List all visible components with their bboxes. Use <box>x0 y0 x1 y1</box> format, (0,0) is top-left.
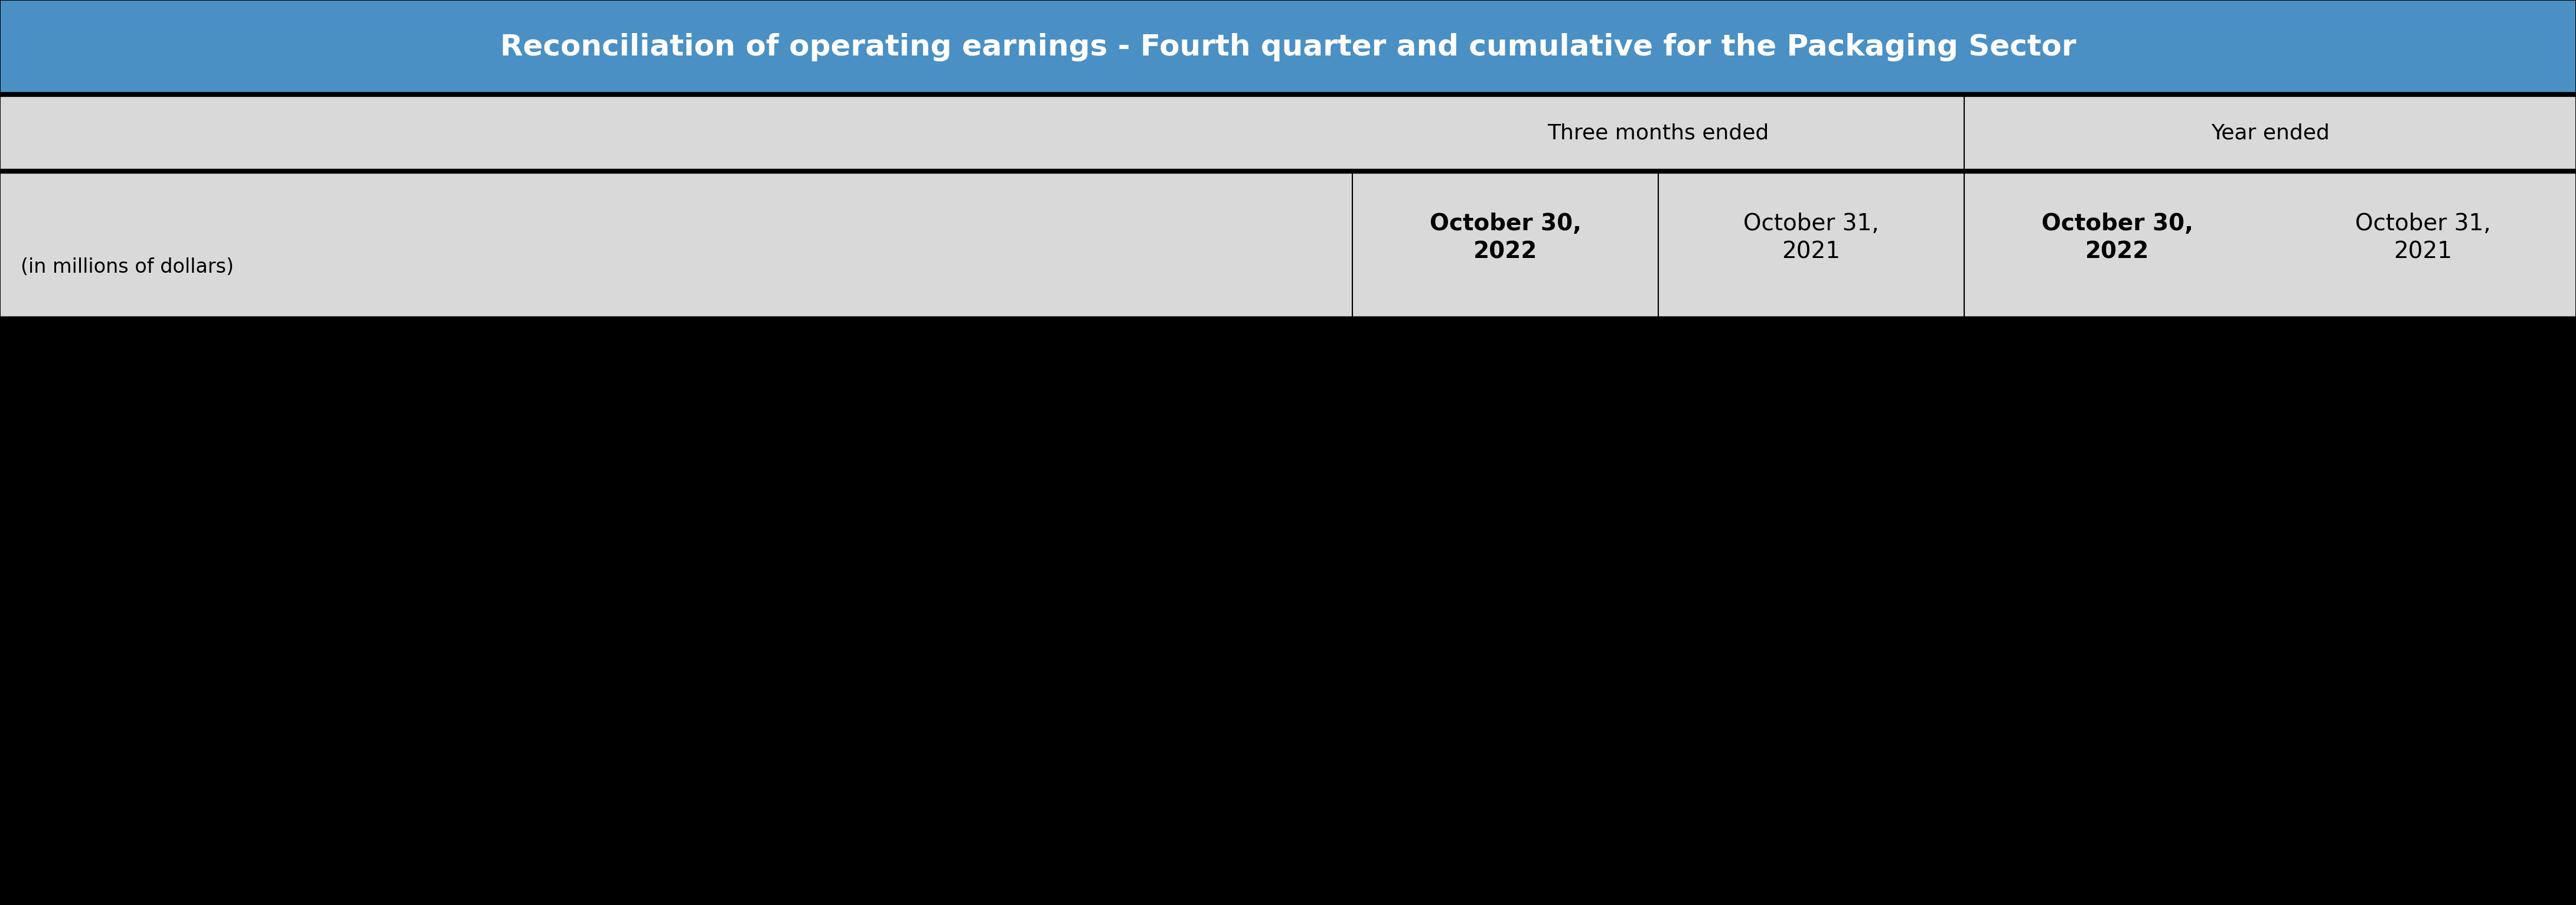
Text: Year ended: Year ended <box>2210 123 2329 143</box>
Text: (in millions of dollars): (in millions of dollars) <box>21 257 234 277</box>
Bar <box>0 0 2576 94</box>
Text: October 30,
2022: October 30, 2022 <box>1430 213 1582 262</box>
Text: October 31,
2021: October 31, 2021 <box>2354 213 2491 262</box>
Text: October 31,
2021: October 31, 2021 <box>1744 213 1878 262</box>
Bar <box>0 171 2576 319</box>
Bar <box>0 94 2576 171</box>
Text: Three months ended: Three months ended <box>1548 123 1770 143</box>
Text: October 30,
2022: October 30, 2022 <box>2040 213 2192 262</box>
Bar <box>0 319 2576 905</box>
Text: Reconciliation of operating earnings - Fourth quarter and cumulative for the Pac: Reconciliation of operating earnings - F… <box>500 33 2076 62</box>
